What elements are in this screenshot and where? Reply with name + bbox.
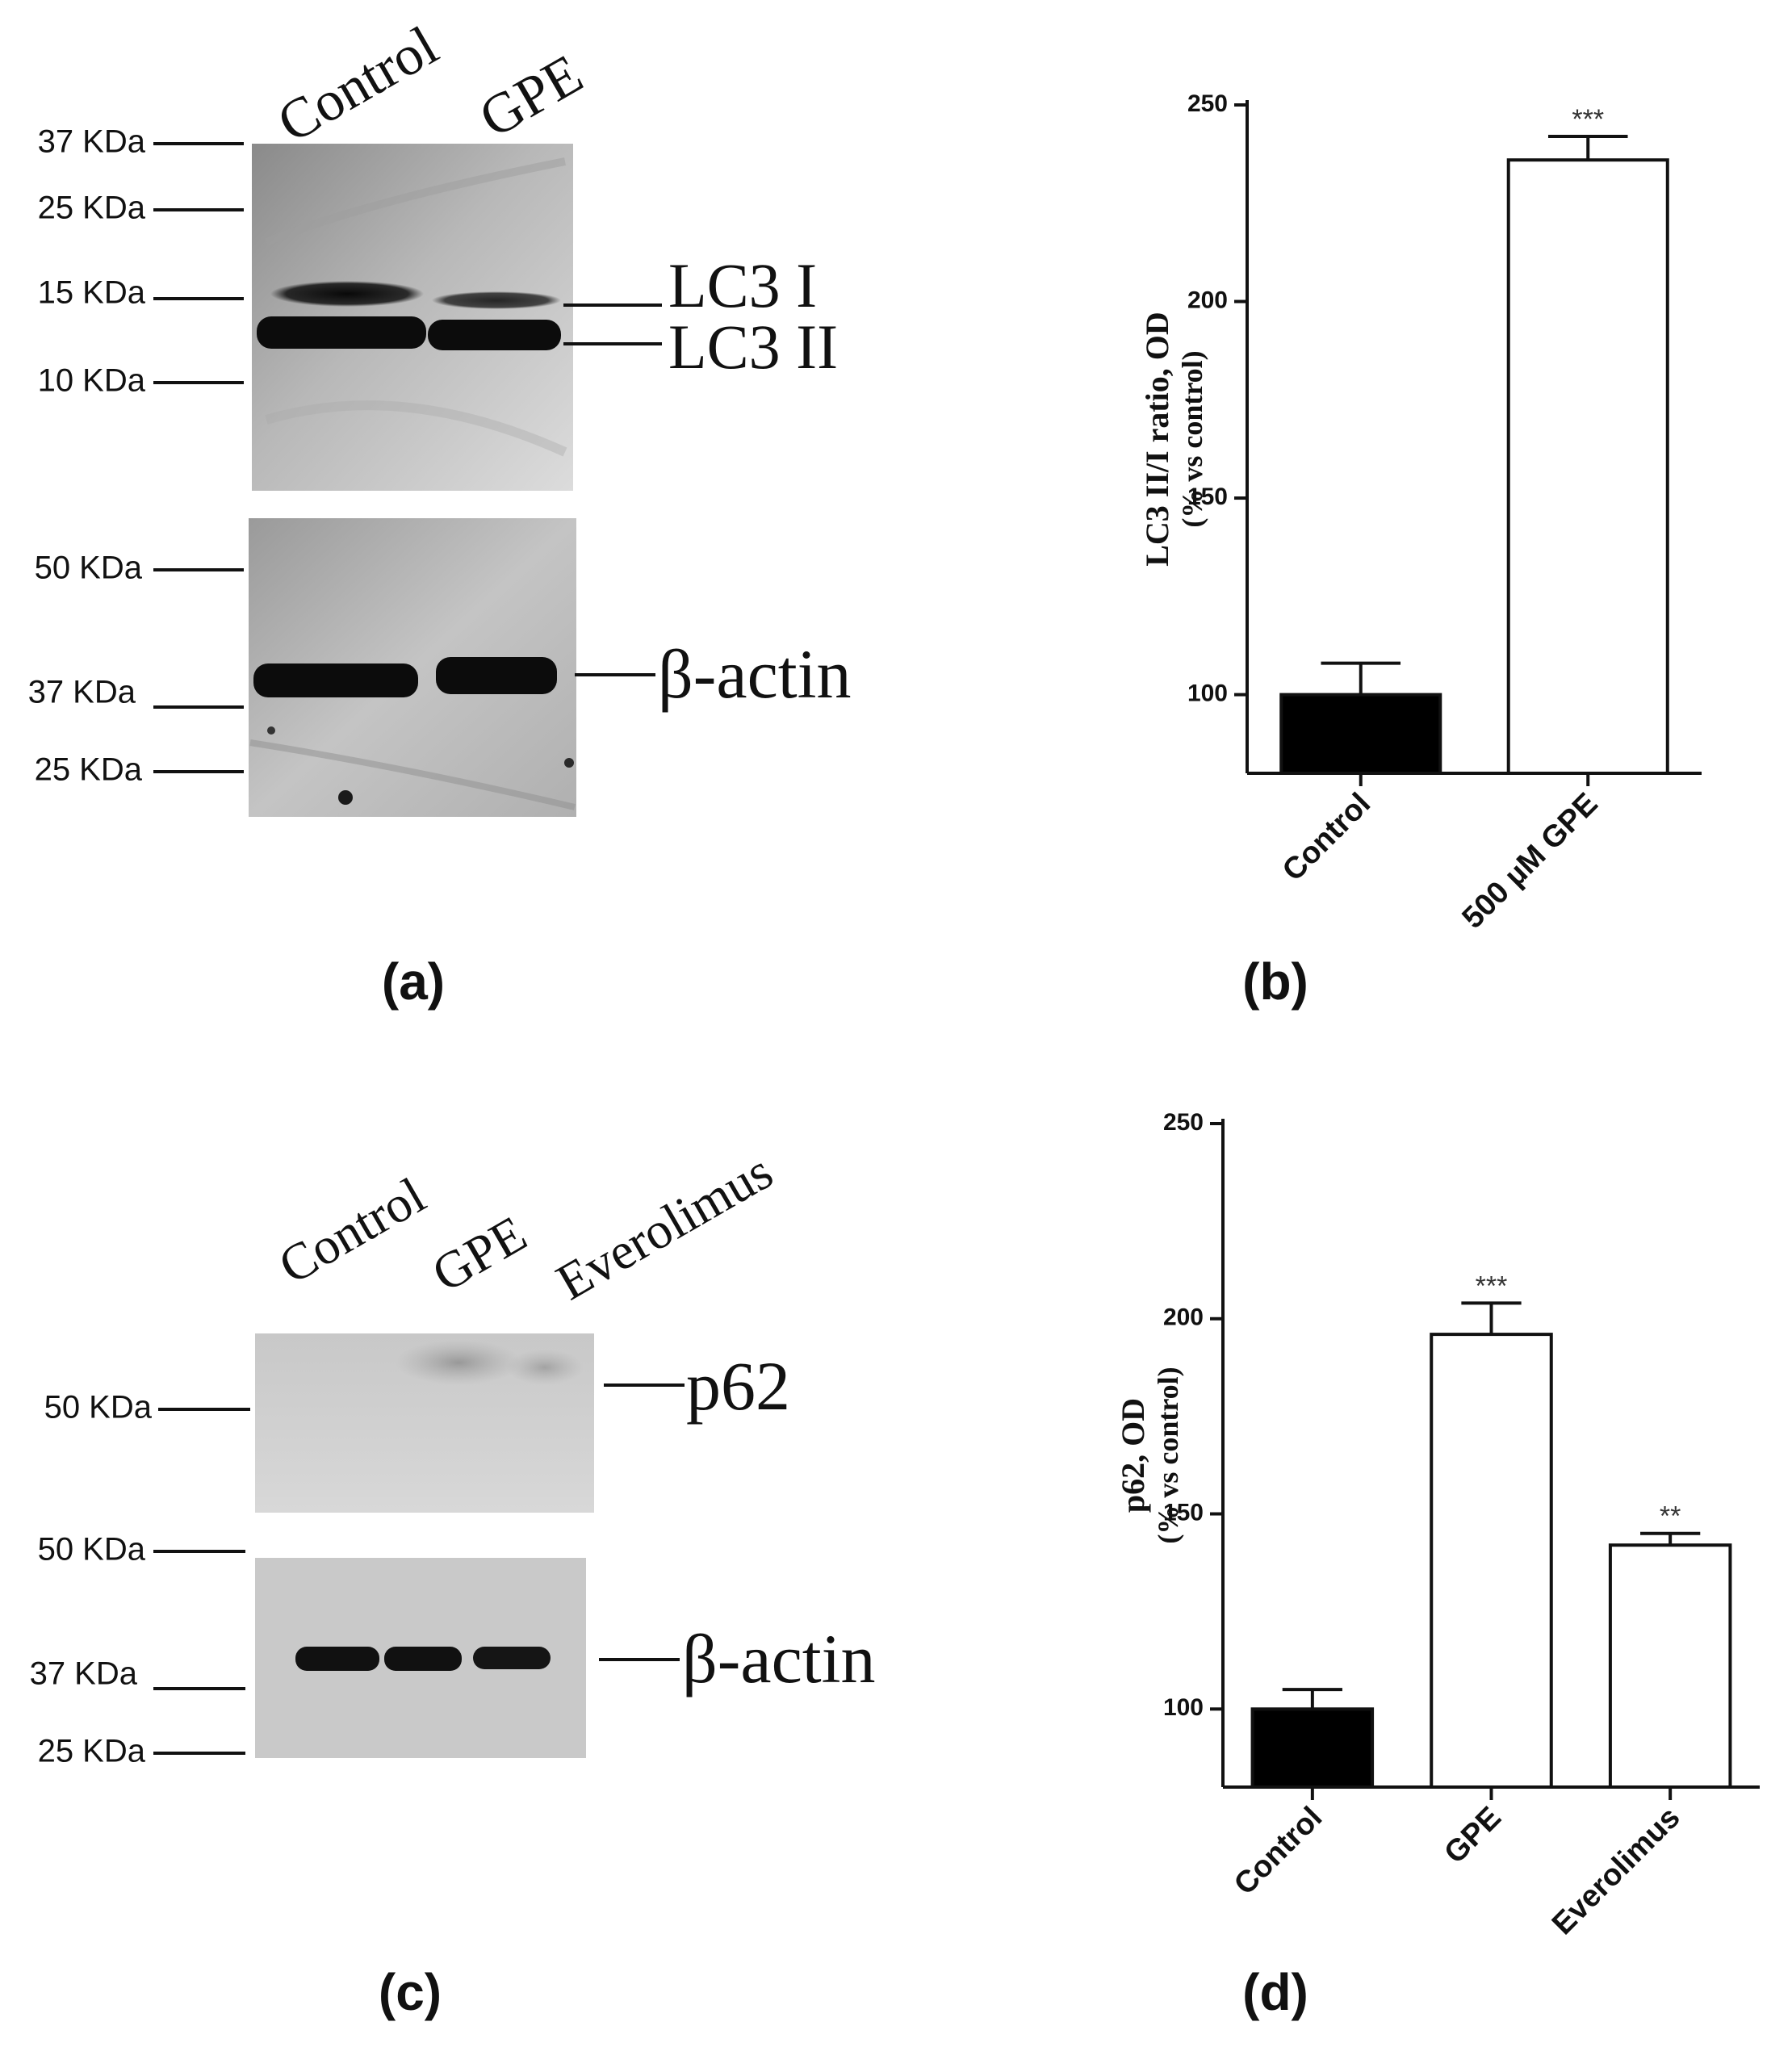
y-tick-label: 100 — [1163, 1694, 1204, 1721]
band-lc3-i-control — [270, 281, 424, 307]
significance-mark: *** — [1476, 1270, 1508, 1301]
x-tick-label: GPE — [1438, 1801, 1507, 1870]
lane-label-gpe-c: GPE — [423, 1204, 536, 1303]
marker-37kda-a2: 37 KDa — [28, 675, 136, 710]
significance-mark: *** — [1572, 104, 1604, 135]
band-actin-gpe-a — [436, 657, 557, 694]
marker-15kda-a: 15 KDa — [38, 275, 146, 311]
chart-b: 100 150 200 250 LC3 II/I ratio, OD (% vs cont… — [1139, 90, 1702, 936]
bar-gpe — [1430, 1333, 1553, 1789]
band-actin-gpe-c — [384, 1647, 462, 1671]
y-tick-label: 100 — [1187, 680, 1228, 707]
bar-500-m-gpe — [1506, 158, 1669, 775]
y-axis-label-units: (% vs control) — [1176, 350, 1208, 527]
blot-speck — [338, 790, 353, 805]
band-p62-everolimus — [506, 1350, 584, 1385]
label-lc3-i: LC3 I — [668, 250, 817, 320]
blot-streak — [265, 157, 566, 246]
marker-25kda-a2: 25 KDa — [35, 752, 143, 788]
lane-label-gpe-a: GPE — [470, 43, 593, 150]
caption-d: (d) — [1242, 1963, 1308, 2021]
x-tick-label: 500 µM GPE — [1456, 787, 1605, 936]
band-actin-control-a — [253, 663, 418, 697]
blot-streak — [265, 400, 567, 457]
caption-a: (a) — [382, 952, 445, 1011]
y-tick-label: 150 — [1163, 1499, 1204, 1526]
y-tick-label: 150 — [1187, 483, 1228, 510]
bar-control — [1279, 693, 1442, 776]
blot-speck — [564, 758, 574, 768]
significance-mark: ** — [1660, 1501, 1681, 1532]
y-axis-label-units: (% vs control) — [1152, 1367, 1184, 1543]
chart-d: 100 150 200 250 p62, OD (% vs control) Control… — [1115, 1109, 1760, 1941]
blot-speck — [267, 726, 275, 735]
marker-25kda-c: 25 KDa — [38, 1734, 146, 1769]
x-tick-label: Control — [1228, 1801, 1329, 1902]
y-axis-label: LC3 II/I ratio, OD — [1139, 312, 1175, 567]
y-tick-label: 200 — [1187, 287, 1228, 313]
panel-a: Control GPE 37 KDa 25 KDa 15 KDa 10 KDa … — [28, 15, 852, 1011]
band-lc3-ii-gpe — [428, 320, 561, 350]
y-tick-label: 250 — [1163, 1109, 1204, 1136]
label-p62: p62 — [686, 1347, 790, 1425]
caption-c: (c) — [379, 1963, 442, 2021]
blot-streak — [249, 739, 576, 810]
marker-25kda-a: 25 KDa — [38, 190, 146, 226]
label-lc3-ii: LC3 II — [668, 312, 838, 382]
marker-37kda-a: 37 KDa — [38, 124, 146, 160]
x-tick-label: Everolimus — [1546, 1801, 1687, 1942]
band-lc3-i-gpe — [432, 291, 561, 309]
lane-label-control-a: Control — [268, 15, 449, 155]
x-tick-label: Control — [1276, 787, 1377, 888]
label-beta-actin-c: β-actin — [682, 1620, 876, 1697]
y-axis-label: p62, OD — [1115, 1398, 1151, 1513]
bar-control — [1250, 1707, 1375, 1790]
bar-everolimus — [1608, 1543, 1732, 1790]
marker-50kda-a: 50 KDa — [35, 550, 143, 586]
lane-label-control-c: Control — [270, 1166, 435, 1295]
marker-37kda-c: 37 KDa — [30, 1656, 138, 1692]
caption-b: (b) — [1242, 952, 1308, 1011]
band-p62-gpe — [396, 1340, 521, 1385]
band-actin-everolimus-c — [473, 1647, 551, 1669]
label-beta-actin-a: β-actin — [658, 635, 852, 713]
lane-label-everolimus-c: Everolimus — [547, 1142, 782, 1311]
marker-50kda-c: 50 KDa — [44, 1390, 153, 1425]
y-tick-label: 200 — [1163, 1304, 1204, 1331]
y-tick-label: 250 — [1187, 90, 1228, 117]
band-actin-control-c — [295, 1647, 379, 1671]
band-lc3-ii-control — [257, 316, 426, 349]
marker-50kda-c2: 50 KDa — [38, 1532, 146, 1568]
marker-10kda-a: 10 KDa — [38, 363, 146, 399]
panel-c: Control GPE Everolimus 50 KDa p62 50 KDa… — [30, 1142, 876, 2021]
